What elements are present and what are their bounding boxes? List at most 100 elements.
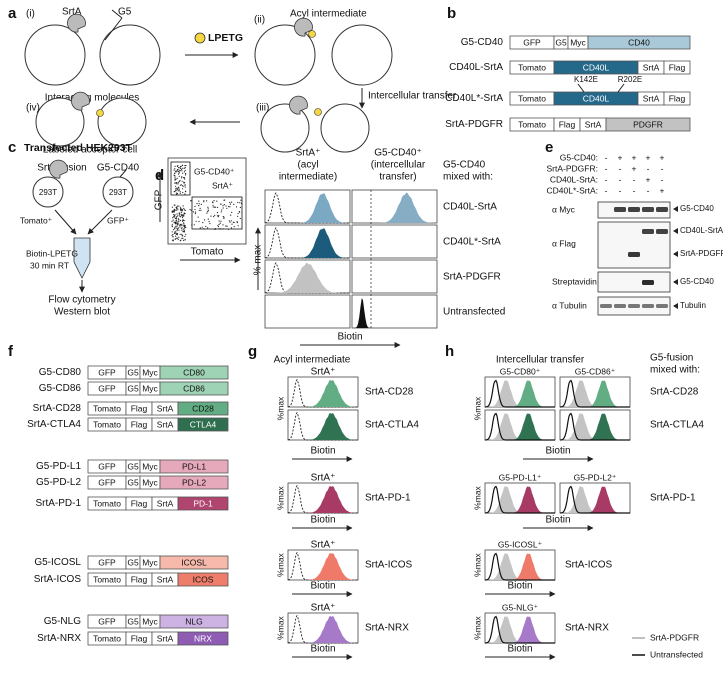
label: - [661, 174, 664, 184]
label: LPETG [208, 32, 243, 44]
event [185, 226, 187, 228]
event [230, 214, 232, 216]
label: Myc [142, 477, 158, 487]
box [663, 91, 691, 106]
event [213, 206, 216, 208]
event [182, 205, 184, 207]
label: Western blot [54, 307, 110, 318]
event [184, 209, 186, 211]
event [231, 201, 233, 203]
label: G5-fusion [650, 353, 693, 364]
event [231, 223, 233, 225]
event [230, 220, 232, 222]
event [174, 176, 176, 178]
histogram [288, 552, 358, 580]
label: - [647, 185, 650, 195]
box [159, 381, 229, 396]
label: CD40L-SrtA [443, 202, 497, 213]
label: %max [472, 552, 482, 576]
histogram [560, 486, 630, 513]
event [210, 215, 212, 217]
histogram [485, 380, 555, 407]
event [175, 185, 177, 187]
event [174, 179, 176, 181]
event [214, 214, 216, 216]
label: Flag [559, 119, 576, 129]
event [202, 222, 204, 224]
label: GFP [98, 616, 116, 626]
event [222, 207, 224, 209]
label: 30 min RT [30, 260, 69, 270]
event [215, 206, 217, 208]
label: G5-PD-L1 [36, 461, 81, 472]
event [180, 225, 182, 227]
label: + [646, 174, 651, 184]
event [180, 215, 182, 217]
histogram [559, 412, 630, 441]
event [236, 221, 238, 223]
event [181, 214, 183, 216]
event [212, 206, 214, 208]
event [177, 190, 179, 192]
event [181, 215, 183, 217]
substrate [194, 32, 206, 44]
event [222, 205, 224, 207]
label: - [619, 163, 622, 173]
label: Tomato [191, 247, 224, 258]
event [183, 213, 186, 215]
event [222, 224, 224, 226]
event [182, 191, 184, 194]
event [207, 208, 209, 210]
event [172, 229, 175, 231]
event [229, 203, 231, 205]
label: %max [275, 615, 285, 639]
label: G5-CD40 [461, 37, 504, 48]
label: Acyl intermediate [290, 9, 367, 20]
event [172, 217, 174, 219]
event [224, 199, 226, 201]
label: Biotin [310, 644, 335, 655]
event [177, 173, 179, 175]
label: e [545, 139, 553, 156]
pointer [673, 228, 678, 234]
label: G5 [127, 557, 139, 567]
event [180, 184, 182, 186]
event [216, 215, 218, 217]
substrate [314, 108, 322, 116]
event [237, 201, 239, 204]
label: G5-CD40: [560, 152, 598, 162]
line [111, 9, 123, 19]
event [177, 238, 179, 240]
event [237, 215, 239, 217]
event [179, 184, 181, 186]
label: SrtA-CD28 [365, 387, 414, 398]
event [183, 230, 185, 232]
label: G5-PD-L2 [36, 477, 81, 488]
label: SrtA-PD-1 [365, 493, 411, 504]
label: SrtA-ICOS [565, 560, 613, 571]
event [207, 227, 209, 229]
histogram [485, 413, 555, 440]
label: Flag [131, 633, 148, 643]
event [182, 230, 184, 233]
label: PD-L1 [182, 461, 206, 471]
event [171, 225, 173, 227]
event [177, 222, 179, 224]
event [194, 205, 196, 207]
label: NLG [185, 616, 202, 626]
event [174, 230, 176, 232]
event [179, 240, 181, 242]
event [178, 214, 181, 216]
event [177, 227, 179, 229]
cell [254, 24, 316, 86]
event [197, 216, 199, 218]
label: + [618, 152, 623, 162]
label: %max [472, 485, 482, 509]
event [190, 200, 192, 202]
label: SrtA-CD28 [650, 387, 699, 398]
event [217, 226, 219, 228]
label: - [619, 185, 622, 195]
histogram [485, 413, 555, 440]
event [195, 220, 197, 222]
event [203, 219, 206, 221]
